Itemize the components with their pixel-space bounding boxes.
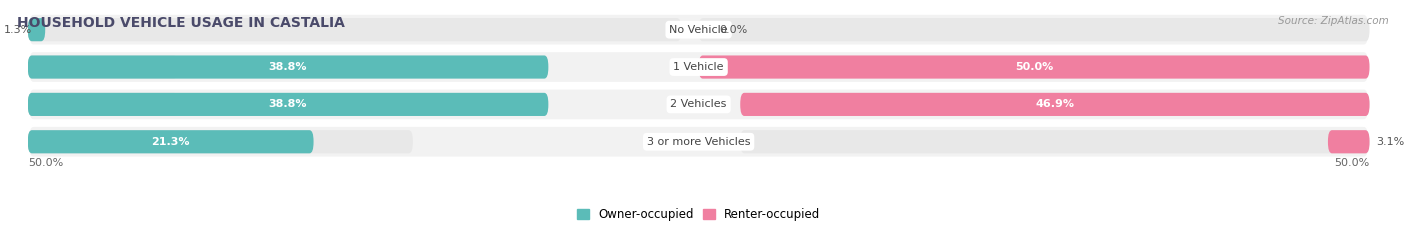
FancyBboxPatch shape (28, 126, 1369, 158)
FancyBboxPatch shape (28, 55, 179, 79)
FancyBboxPatch shape (1327, 130, 1369, 153)
FancyBboxPatch shape (28, 93, 179, 116)
FancyBboxPatch shape (1327, 93, 1369, 116)
Text: 50.0%: 50.0% (1015, 62, 1053, 72)
Text: 21.3%: 21.3% (152, 137, 190, 147)
FancyBboxPatch shape (28, 18, 681, 41)
FancyBboxPatch shape (28, 14, 1369, 46)
Text: 1.3%: 1.3% (4, 25, 32, 35)
FancyBboxPatch shape (699, 55, 1369, 79)
FancyBboxPatch shape (699, 18, 1369, 41)
FancyBboxPatch shape (28, 18, 45, 41)
FancyBboxPatch shape (28, 51, 1369, 83)
Text: 3 or more Vehicles: 3 or more Vehicles (647, 137, 751, 147)
FancyBboxPatch shape (28, 130, 413, 153)
Text: No Vehicle: No Vehicle (669, 25, 728, 35)
Text: 46.9%: 46.9% (1035, 99, 1074, 110)
Text: 3.1%: 3.1% (1376, 137, 1405, 147)
Text: Source: ZipAtlas.com: Source: ZipAtlas.com (1278, 16, 1389, 26)
FancyBboxPatch shape (28, 130, 314, 153)
Text: 0.0%: 0.0% (718, 25, 747, 35)
Text: 50.0%: 50.0% (28, 158, 63, 168)
FancyBboxPatch shape (28, 93, 548, 116)
FancyBboxPatch shape (740, 130, 1369, 153)
Text: 38.8%: 38.8% (269, 62, 308, 72)
FancyBboxPatch shape (28, 55, 548, 79)
Text: 38.8%: 38.8% (269, 99, 308, 110)
Text: HOUSEHOLD VEHICLE USAGE IN CASTALIA: HOUSEHOLD VEHICLE USAGE IN CASTALIA (17, 16, 344, 30)
Text: 1 Vehicle: 1 Vehicle (673, 62, 724, 72)
FancyBboxPatch shape (740, 93, 1369, 116)
Text: 50.0%: 50.0% (1334, 158, 1369, 168)
Legend: Owner-occupied, Renter-occupied: Owner-occupied, Renter-occupied (572, 203, 825, 226)
Text: 2 Vehicles: 2 Vehicles (671, 99, 727, 110)
FancyBboxPatch shape (28, 88, 1369, 120)
